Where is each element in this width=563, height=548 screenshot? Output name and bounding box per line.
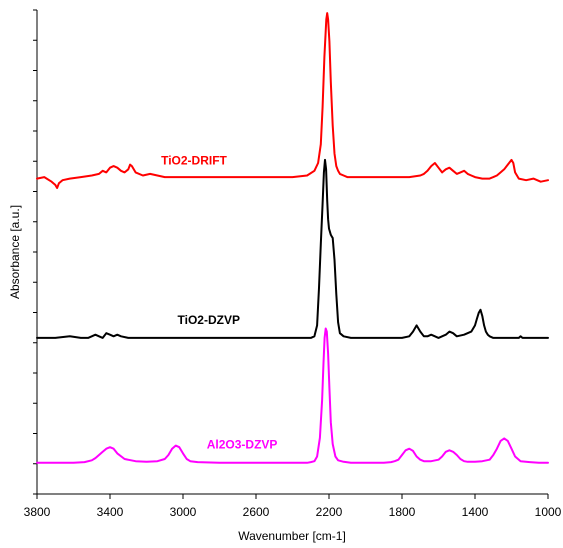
x-tick-label: 3800 [24,505,51,519]
x-tick-label: 1800 [389,505,416,519]
series-labels: TiO2-DRIFT TiO2-DZVP Al2O3-DZVP [161,154,277,452]
x-tick-label: 3400 [97,505,124,519]
x-tick-label: 1000 [535,505,562,519]
x-tick-labels: 3800 3400 3000 2600 2200 1800 1400 1000 [24,505,562,519]
x-axis-title: Wavenumber [cm-1] [238,529,346,543]
y-axis [33,9,38,495]
x-tick-label: 3000 [170,505,197,519]
series-lines [36,12,549,464]
series-line-0 [36,12,549,189]
x-tick-label: 2200 [316,505,343,519]
series-line-2 [36,327,549,464]
series-label-0: TiO2-DRIFT [161,154,227,168]
series-line-1 [36,158,549,339]
x-axis [36,493,549,499]
series-label-2: Al2O3-DZVP [207,438,278,452]
x-tick-label: 2600 [243,505,270,519]
x-tick-label: 1400 [462,505,489,519]
y-axis-title: Absorbance [a.u.] [8,205,22,299]
series-label-1: TiO2-DZVP [178,313,240,327]
